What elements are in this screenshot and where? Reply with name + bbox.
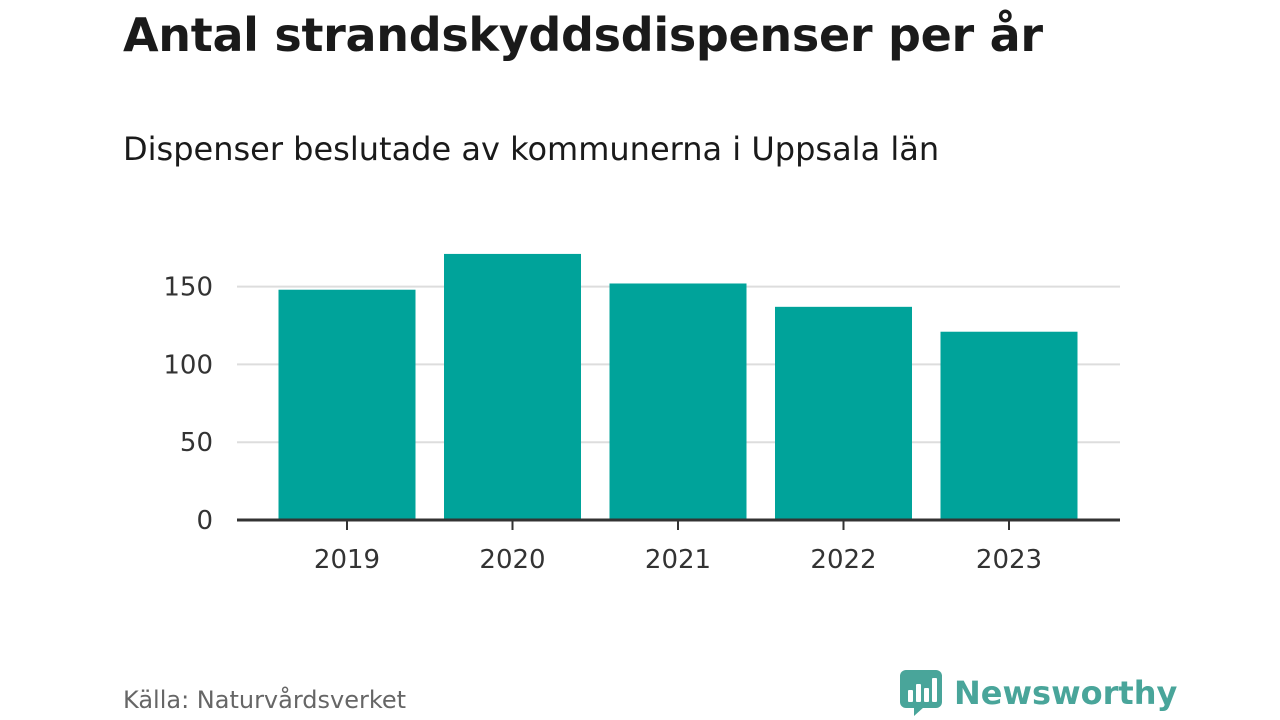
- x-tick-label-2021: 2021: [645, 545, 711, 575]
- y-tick-label-0: 0: [196, 506, 213, 536]
- bar-2021: [609, 283, 747, 520]
- chart-title: Antal strandskyddsdispenser per år: [123, 8, 1043, 62]
- bar-2019: [278, 289, 416, 520]
- x-tick-label-2020: 2020: [479, 545, 545, 575]
- bar-2020: [444, 253, 581, 520]
- x-tick-label-2022: 2022: [810, 545, 876, 575]
- bar-2022: [775, 306, 912, 520]
- y-tick-label-150: 150: [163, 273, 213, 303]
- chart-subtitle: Dispenser beslutade av kommunerna i Upps…: [123, 130, 940, 168]
- x-tick-label-2019: 2019: [314, 545, 380, 575]
- brand-name: Newsworthy: [954, 674, 1178, 712]
- brand-logo: Newsworthy: [900, 670, 1177, 716]
- y-tick-label-50: 50: [180, 428, 213, 458]
- source-note: Källa: Naturvårdsverket: [123, 686, 407, 714]
- x-tick-label-2023: 2023: [976, 545, 1042, 575]
- newsworthy-logo-icon: [900, 670, 942, 716]
- bar-2023: [940, 331, 1078, 520]
- y-tick-label-100: 100: [163, 350, 213, 380]
